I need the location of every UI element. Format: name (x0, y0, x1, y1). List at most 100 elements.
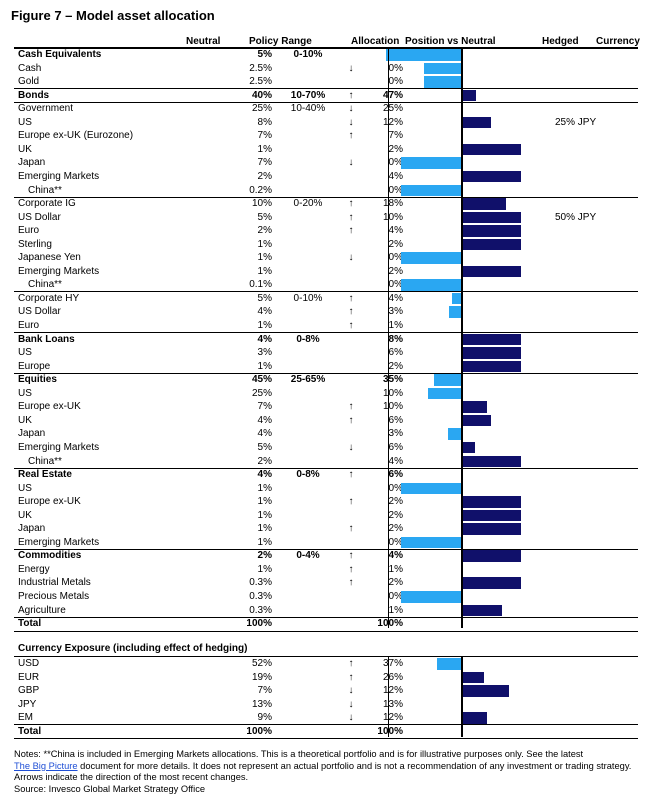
asset-allocation-value: 0% (388, 62, 403, 74)
position-bar (461, 116, 491, 129)
position-bar (401, 591, 461, 603)
currency-label: GBP (18, 685, 40, 697)
asset-label: Sterling (18, 238, 52, 250)
asset-allocation-value: 100% (377, 618, 403, 630)
asset-row: China** 2% 4% (14, 455, 638, 469)
asset-row: Total 100% 100% (14, 617, 638, 631)
section-rule (14, 616, 638, 618)
asset-row: Real Estate 4% 0-8% ↑ 6% (14, 468, 638, 482)
asset-allocation-value: 2% (388, 143, 403, 155)
asset-row: Bonds 40% 10-70% ↑ 47% (14, 89, 638, 103)
asset-neutral-value: 40% (251, 89, 272, 101)
asset-neutral-value: 2.5% (249, 62, 272, 74)
asset-neutral-value: 0.3% (249, 591, 272, 602)
position-bar (461, 198, 506, 210)
big-picture-link[interactable]: The Big Picture (14, 760, 78, 771)
asset-label: Japanese Yen (18, 252, 81, 264)
asset-row: Europe ex-UK (Eurozone) 7% ↑ 7% (14, 129, 638, 143)
asset-allocation-value: 2% (388, 265, 403, 277)
asset-allocation-value: 0% (388, 482, 403, 494)
asset-row: China** 0.1% 0% (14, 278, 638, 292)
position-bar (401, 279, 461, 291)
asset-label: US Dollar (18, 306, 61, 318)
asset-label: China** (28, 184, 62, 196)
change-arrow-icon: ↑ (348, 130, 354, 142)
currency-allocation-value: 100% (377, 725, 403, 737)
asset-allocation-value: 4% (388, 225, 403, 237)
section-rule (14, 101, 638, 103)
asset-allocation-value: 6% (388, 441, 403, 453)
currency-label: EM (18, 712, 33, 724)
asset-allocation-value: 35% (382, 374, 403, 386)
asset-allocation-value: 0% (388, 536, 403, 548)
asset-label: UK (18, 414, 32, 426)
position-bar (401, 536, 461, 549)
asset-row: US 25% 10% (14, 387, 638, 401)
asset-row: UK 1% 2% (14, 143, 638, 157)
header-allocation: Allocation (351, 36, 400, 47)
asset-neutral-value: 45% (251, 374, 272, 386)
asset-row: Energy 1% ↑ 1% (14, 563, 638, 577)
asset-row: Cash 2.5% ↓ 0% (14, 62, 638, 76)
asset-row: Gold 2.5% 0% (14, 75, 638, 89)
position-bar (461, 265, 521, 278)
position-bar (401, 184, 461, 196)
source-text: Source: Invesco Global Market Strategy O… (14, 783, 206, 794)
policy-range: 25-65% (290, 374, 326, 386)
asset-row: Emerging Markets 5% ↓ 6% (14, 441, 638, 455)
asset-row: US 8% ↓ 12% 25% JPY (14, 116, 638, 130)
currency-neutral-value: 9% (257, 712, 272, 724)
asset-allocation-value: 4% (388, 455, 403, 467)
asset-neutral-value: 1% (257, 143, 272, 155)
asset-neutral-value: 2.5% (249, 76, 272, 88)
asset-row: Europe ex-UK 7% ↑ 10% (14, 400, 638, 414)
asset-row: Europe 1% 2% (14, 360, 638, 374)
asset-label: US (18, 387, 32, 399)
notes-text-cont: document for more details. It does not r… (14, 760, 632, 783)
asset-allocation-value: 6% (388, 414, 403, 426)
asset-label: Gold (18, 76, 40, 88)
currency-label: Total (18, 725, 42, 737)
asset-neutral-value: 10% (251, 198, 272, 210)
currency-allocation-value: 13% (382, 698, 403, 710)
currency-label: EUR (18, 671, 40, 683)
asset-label: Emerging Markets (18, 441, 100, 453)
asset-neutral-value: 1% (257, 482, 272, 494)
asset-label: US Dollar (18, 211, 61, 223)
change-arrow-icon: ↓ (348, 441, 354, 453)
currency-row: Total 100% 100% (14, 725, 638, 739)
footnotes: Notes: **China is included in Emerging M… (14, 749, 640, 795)
section-rule (14, 291, 638, 293)
asset-neutral-value: 25% (251, 387, 272, 399)
asset-neutral-value: 0.1% (249, 279, 272, 291)
asset-label: Cash (18, 62, 42, 74)
asset-allocation-value: 2% (388, 360, 403, 372)
asset-row: Japan 7% ↓ 0% (14, 156, 638, 170)
asset-neutral-value: 5% (257, 49, 272, 60)
change-arrow-icon: ↑ (348, 401, 354, 413)
asset-label: Europe ex-UK (18, 401, 81, 413)
asset-allocation-value: 4% (388, 292, 403, 304)
change-arrow-icon: ↑ (348, 306, 354, 318)
asset-neutral-value: 1% (257, 320, 272, 331)
policy-range: 0-4% (296, 550, 320, 562)
position-bar (461, 170, 521, 183)
asset-label: Corporate HY (18, 292, 80, 304)
header-position-vs-neutral: Position vs Neutral (405, 36, 496, 47)
position-bar (461, 414, 491, 427)
asset-row: Emerging Markets 1% 2% (14, 265, 638, 279)
header-currency: Currency (596, 36, 640, 47)
position-bar (461, 455, 521, 467)
asset-allocation-value: 2% (388, 523, 403, 535)
asset-label: Agriculture (18, 604, 66, 616)
asset-neutral-value: 7% (257, 401, 272, 413)
asset-allocation-value: 25% (382, 103, 403, 115)
asset-row: US Dollar 4% ↑ 3% (14, 305, 638, 319)
asset-neutral-value: 5% (257, 211, 272, 223)
asset-label: Real Estate (18, 469, 72, 481)
asset-allocation-value: 6% (388, 347, 403, 359)
asset-allocation-value: 3% (388, 306, 403, 318)
asset-allocation-value: 1% (388, 320, 403, 331)
asset-label: Energy (18, 563, 50, 575)
currency-allocation-value: 26% (382, 671, 403, 683)
